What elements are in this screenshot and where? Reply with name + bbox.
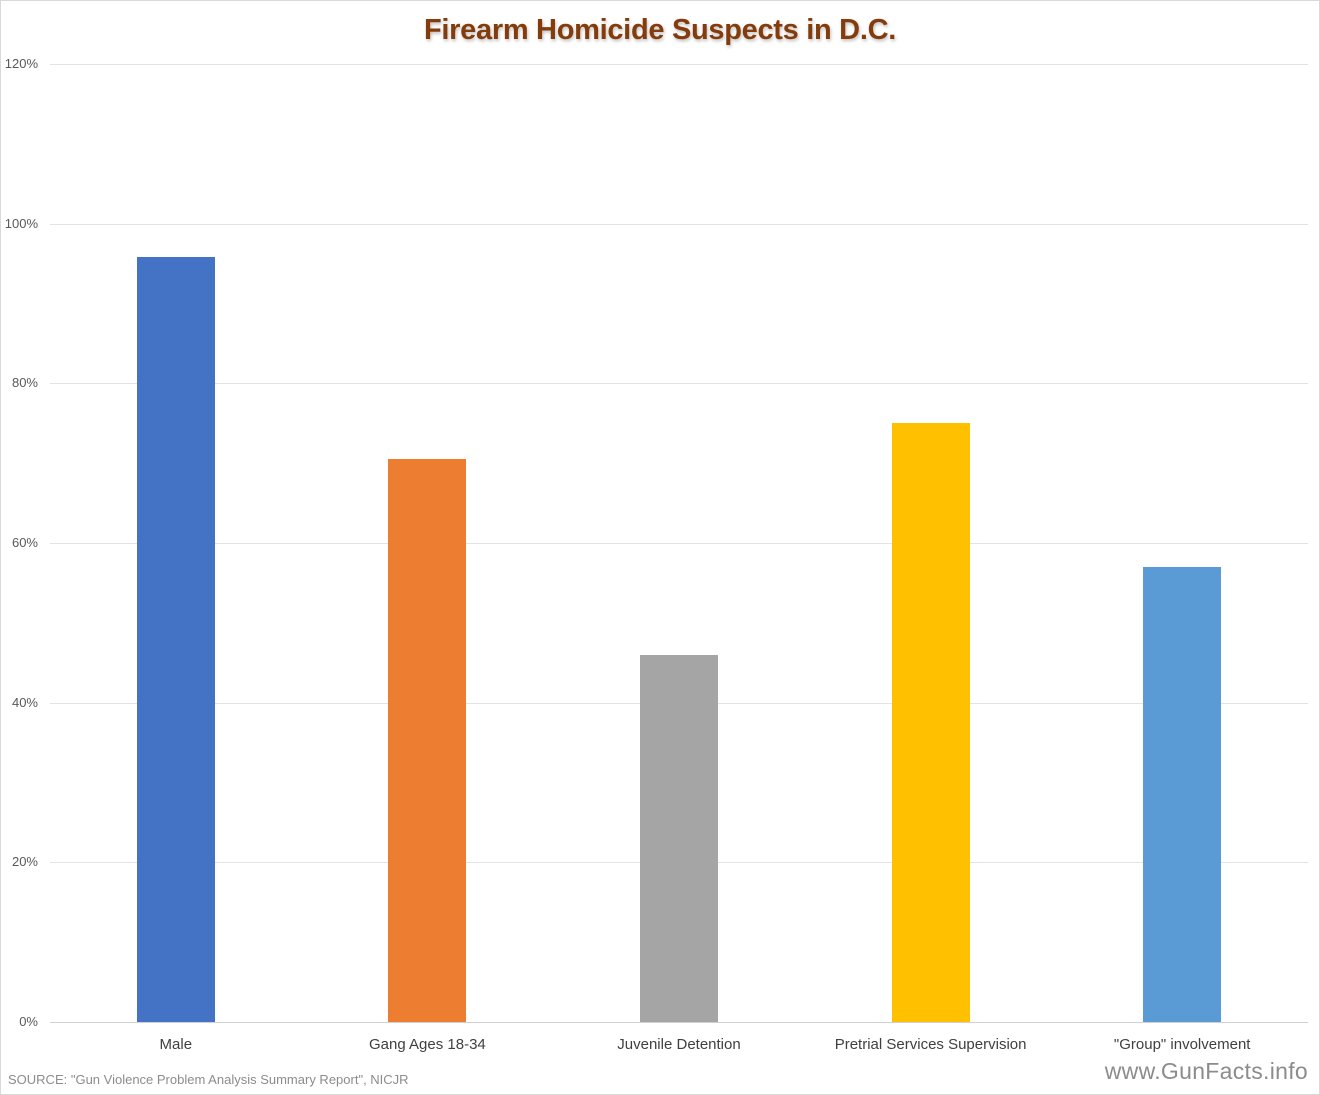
bar[interactable] xyxy=(136,257,215,1022)
chart-title: Firearm Homicide Suspects in D.C. xyxy=(424,14,896,46)
gridline xyxy=(50,64,1308,65)
source-note: SOURCE: "Gun Violence Problem Analysis S… xyxy=(8,1072,409,1087)
plot-area xyxy=(50,64,1308,1023)
x-tick-label: Male xyxy=(159,1036,193,1053)
watermark: www.GunFacts.info xyxy=(1104,1058,1308,1084)
y-tick-label: 60% xyxy=(11,535,38,550)
y-tick-label: 80% xyxy=(11,375,38,391)
x-tick-label: Juvenile Detention xyxy=(617,1036,741,1053)
y-tick-label: 120% xyxy=(4,56,38,71)
gridline xyxy=(50,1022,1308,1023)
y-tick-label: 100% xyxy=(4,215,38,231)
gridline xyxy=(50,383,1308,385)
bar[interactable] xyxy=(640,654,718,1022)
bar[interactable] xyxy=(1143,566,1222,1022)
bar[interactable] xyxy=(388,459,467,1022)
gridline xyxy=(50,223,1308,225)
gridline xyxy=(50,543,1308,544)
y-tick-label: 20% xyxy=(11,854,38,870)
bar[interactable] xyxy=(891,423,970,1022)
y-tick-label: 0% xyxy=(19,1014,38,1029)
x-tick-label: Gang Ages 18-34 xyxy=(369,1036,486,1053)
x-tick-label: "Group" involvement xyxy=(1113,1036,1251,1053)
y-tick-label: 40% xyxy=(11,694,38,710)
x-tick-label: Pretrial Services Supervision xyxy=(834,1036,1027,1053)
